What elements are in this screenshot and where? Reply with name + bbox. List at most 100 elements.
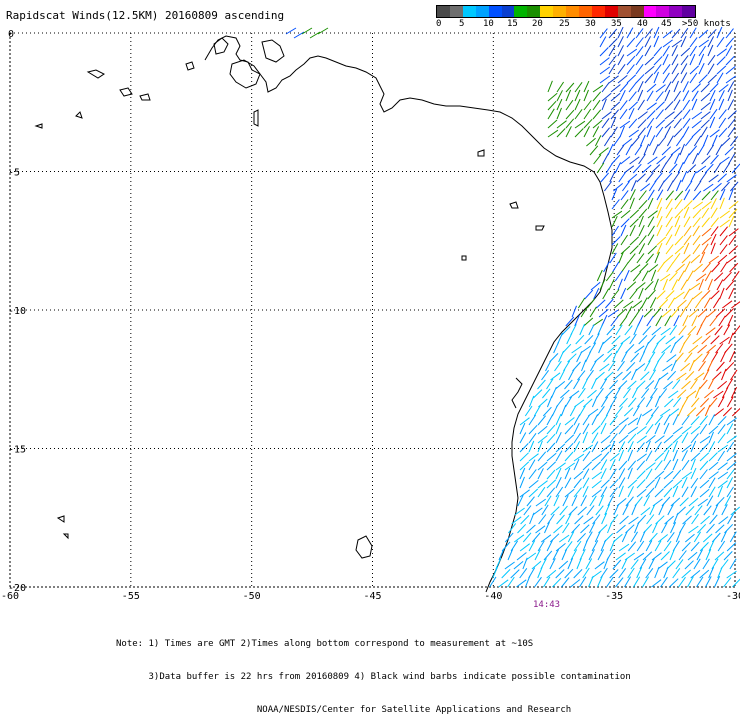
wind-barb <box>673 253 680 263</box>
wind-barb <box>653 522 658 533</box>
wind-barb <box>718 381 727 389</box>
wind-barb <box>514 561 523 569</box>
wind-barb <box>666 337 676 344</box>
wind-barb <box>673 459 678 470</box>
wind-barb <box>699 63 704 74</box>
wind-barb <box>676 531 681 542</box>
wind-barb <box>655 541 661 551</box>
wind-barb <box>622 558 627 569</box>
wind-barb <box>584 517 594 524</box>
wind-barb <box>574 379 580 389</box>
wind-barb <box>580 324 585 335</box>
wind-barb <box>717 362 725 371</box>
wind-barb <box>628 427 638 434</box>
wind-barb <box>614 372 623 380</box>
wind-barb <box>568 354 577 362</box>
wind-barb <box>710 83 718 92</box>
wind-barb <box>717 73 723 83</box>
wind-barb <box>660 409 670 416</box>
wind-barb <box>684 154 690 165</box>
wind-barb <box>683 315 688 326</box>
wind-barb <box>577 533 585 542</box>
wind-barb <box>566 110 574 119</box>
wind-barb <box>658 137 665 147</box>
wind-barb <box>642 271 648 281</box>
wind-barb <box>711 291 720 299</box>
wind-barb <box>674 81 679 92</box>
wind-barb <box>690 37 697 47</box>
wind-barb <box>686 298 693 308</box>
wind-barb <box>610 380 618 389</box>
wind-barb <box>565 452 573 461</box>
wind-barb <box>617 145 624 155</box>
wind-barb <box>702 208 709 218</box>
wind-barb <box>641 372 650 380</box>
wind-barb <box>688 577 694 588</box>
wind-barb <box>547 396 552 407</box>
wind-barb <box>709 462 718 470</box>
wind-barb <box>710 99 715 110</box>
wind-barb <box>533 508 543 515</box>
wind-barb <box>656 127 663 137</box>
wind-barb <box>645 74 653 83</box>
wind-barb <box>575 109 582 119</box>
wind-barb <box>674 119 682 128</box>
wind-barb <box>612 236 620 245</box>
wind-barb <box>706 328 716 335</box>
wind-barb <box>593 92 601 101</box>
wind-barb <box>646 463 655 470</box>
footnote-line: Note: 1) Times are GMT 2)Times along bot… <box>116 639 631 650</box>
wind-barb <box>649 533 657 542</box>
wind-barb <box>630 246 639 255</box>
wind-barb <box>681 36 686 47</box>
wind-barb <box>637 461 645 470</box>
wind-barb <box>691 398 699 407</box>
wind-barb <box>700 172 707 182</box>
wind-barb <box>726 38 734 47</box>
wind-barb <box>612 200 619 210</box>
wind-barb <box>684 226 691 236</box>
wind-barb <box>671 522 676 533</box>
wind-barb <box>709 453 718 462</box>
wind-barb <box>571 549 577 560</box>
wind-barb <box>621 157 630 164</box>
wind-barb <box>690 46 697 56</box>
wind-barb <box>587 390 596 398</box>
wind-barb <box>621 199 628 209</box>
wind-barb <box>637 253 644 263</box>
wind-barb <box>601 415 608 425</box>
wind-barb <box>676 559 683 569</box>
wind-barb <box>646 397 652 407</box>
wind-barb <box>612 226 619 236</box>
wind-barb <box>661 552 670 561</box>
wind-barb <box>613 351 617 362</box>
wind-barb <box>554 525 563 533</box>
wind-barb <box>592 442 598 453</box>
wind-barb <box>690 73 697 83</box>
wind-barb <box>692 91 698 101</box>
wind-barb <box>619 568 626 578</box>
wind-barb <box>648 290 656 299</box>
wind-barb <box>638 100 645 110</box>
wind-barb <box>618 36 623 47</box>
wind-barb <box>643 552 652 560</box>
wind-barb <box>631 137 639 146</box>
wind-barb <box>702 336 711 344</box>
wind-barb <box>633 406 639 416</box>
wind-barb <box>568 558 573 569</box>
wind-barb <box>732 271 739 281</box>
wind-barb <box>593 110 601 119</box>
wind-barb <box>649 181 656 191</box>
wind-barb <box>663 40 673 47</box>
wind-barb <box>606 405 612 416</box>
wind-barb <box>708 75 717 83</box>
wind-barb <box>708 29 716 38</box>
wind-barb <box>657 156 666 164</box>
wind-barb <box>710 109 717 119</box>
wind-barb <box>547 443 555 452</box>
wind-barb <box>575 121 585 128</box>
wind-barb <box>693 218 700 227</box>
wind-barb <box>730 559 736 569</box>
wind-barb <box>671 498 680 506</box>
wind-barb <box>664 567 669 578</box>
